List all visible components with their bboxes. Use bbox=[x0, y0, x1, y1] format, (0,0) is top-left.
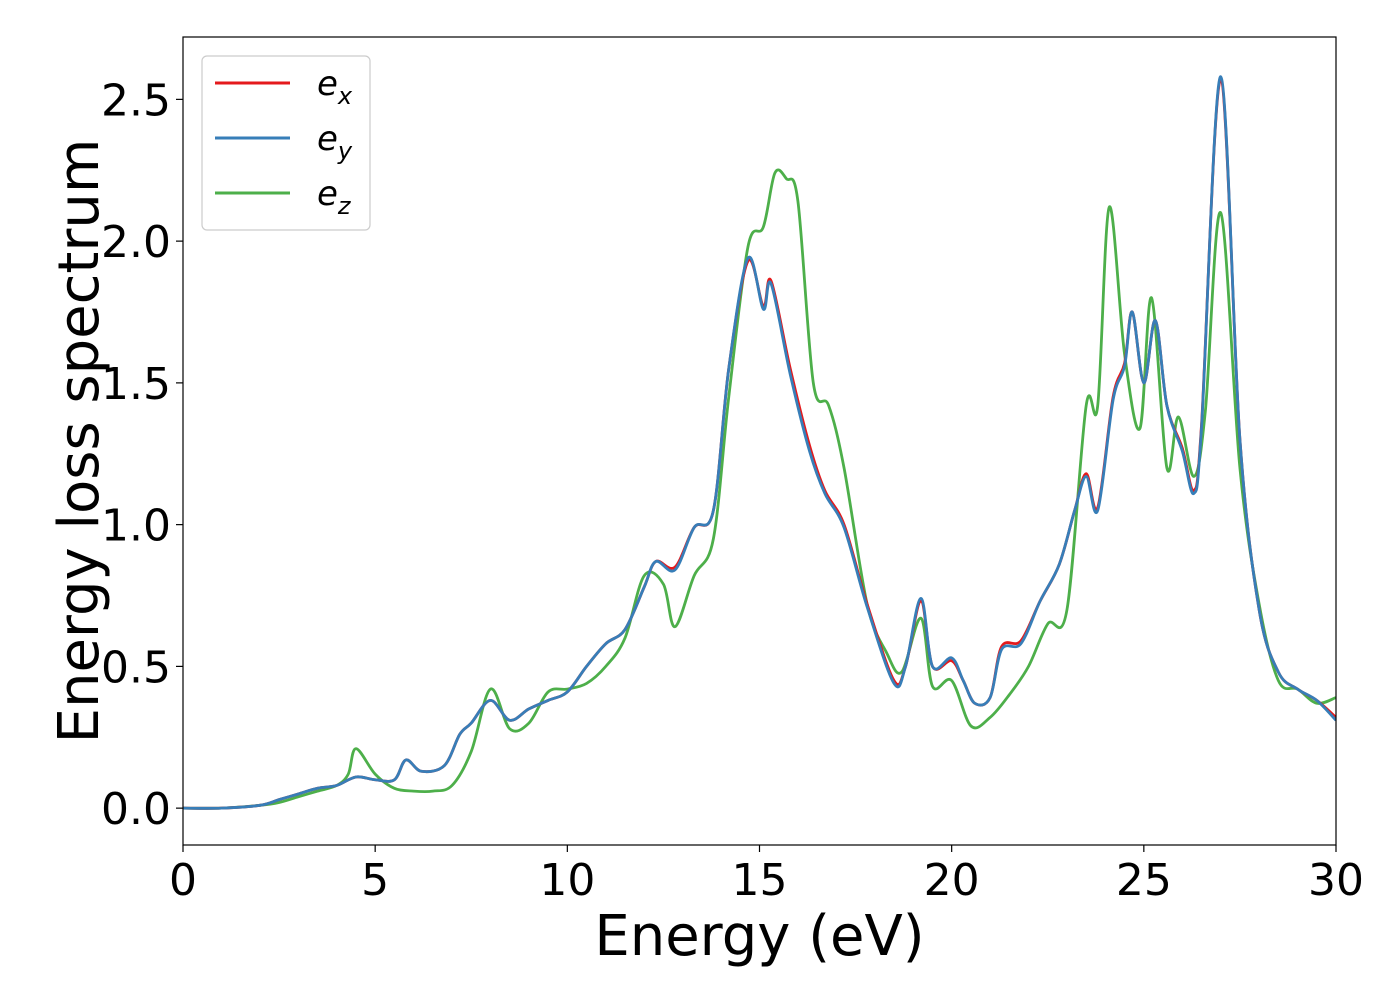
legend-label: ez bbox=[317, 174, 352, 220]
legend-label-base: e bbox=[317, 119, 338, 159]
legend-label: ex bbox=[317, 64, 353, 110]
plot-lines bbox=[183, 75, 1336, 810]
x-tick-label: 15 bbox=[732, 855, 788, 906]
y-tick-label: 1.0 bbox=[101, 501, 171, 552]
legend-label-base: e bbox=[317, 174, 338, 214]
legend-label: ey bbox=[317, 119, 353, 165]
y-axis: 0.0 0.5 1.0 1.5 2.0 2.5 bbox=[101, 75, 183, 835]
series-line-ey bbox=[183, 75, 1336, 810]
legend-label-subscript: z bbox=[337, 192, 352, 220]
legend-label-subscript: y bbox=[337, 137, 353, 165]
x-axis: 0 5 10 15 20 25 30 bbox=[169, 845, 1364, 906]
y-tick-label: 2.0 bbox=[101, 217, 171, 268]
legend-label-base: e bbox=[317, 64, 338, 104]
x-axis-label: Energy (eV) bbox=[594, 904, 924, 969]
x-tick-label: 30 bbox=[1308, 855, 1364, 906]
y-tick-label: 0.0 bbox=[101, 784, 171, 835]
x-tick-label: 20 bbox=[924, 855, 980, 906]
x-tick-label: 10 bbox=[539, 855, 595, 906]
y-tick-label: 0.5 bbox=[101, 642, 171, 693]
x-tick-label: 25 bbox=[1116, 855, 1172, 906]
legend-label-subscript: x bbox=[337, 82, 353, 110]
x-tick-label: 5 bbox=[361, 855, 389, 906]
y-tick-label: 2.5 bbox=[101, 75, 171, 126]
y-axis-label: Energy loss spectrum bbox=[47, 139, 112, 744]
y-tick-label: 1.5 bbox=[101, 359, 171, 410]
series-line-ez bbox=[183, 168, 1336, 810]
x-tick-label: 0 bbox=[169, 855, 197, 906]
legend-box bbox=[201, 55, 371, 231]
